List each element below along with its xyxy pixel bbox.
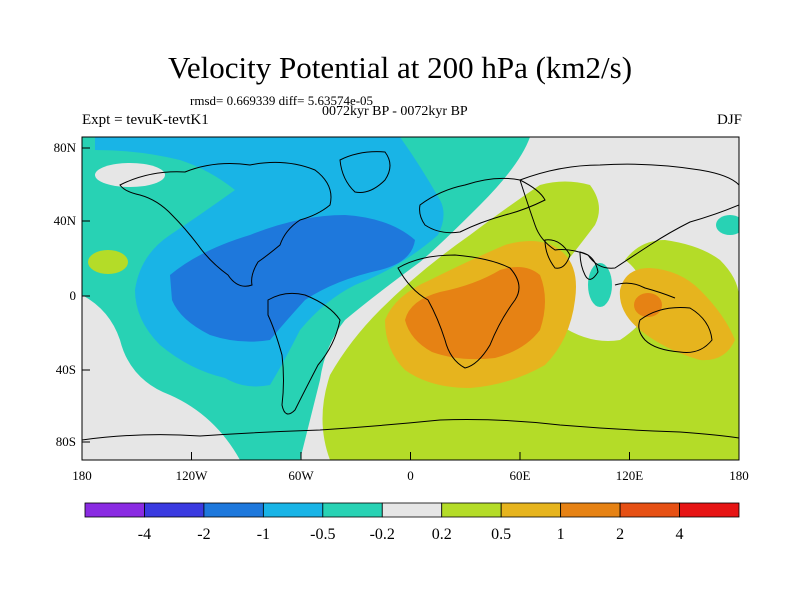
colorbar-swatch [619, 502, 680, 518]
experiment-label: Expt = tevuK-tevtK1 [82, 112, 209, 128]
colorbar-swatch [322, 502, 383, 518]
season-label: DJF [716, 112, 742, 128]
colorbar-label: 2 [616, 526, 624, 543]
period-subtitle: 0072kyr BP - 0072kyr BP [322, 104, 468, 119]
colorbar-label: 1 [557, 526, 565, 543]
stats-label: rmsd= 0.669339 diff= 5.63574e-05 [190, 93, 374, 108]
y-tick-label: 0 [70, 288, 77, 303]
x-tick-label: 60E [510, 468, 531, 483]
tick-marks [81, 147, 740, 460]
y-tick-label: 40N [54, 213, 77, 228]
colorbar-swatch [679, 502, 740, 518]
colorbar-swatch [381, 502, 443, 518]
colorbar-swatch [500, 502, 562, 518]
contour-patch-east [716, 215, 739, 235]
x-tick-label: 60W [288, 468, 314, 483]
contour-pos-0-5-aus [619, 268, 735, 361]
contour-pos-1-aus [634, 293, 662, 317]
x-tick-label: 0 [407, 468, 414, 483]
x-tick-label: 180 [72, 468, 92, 483]
colorbar-swatch [560, 502, 621, 518]
colorbar-swatch [441, 502, 502, 518]
colorbar-swatch [84, 502, 145, 518]
x-tick-label: 180 [729, 468, 749, 483]
colorbar-label: 0.2 [432, 526, 452, 543]
colorbar [84, 502, 740, 518]
colorbar-label: -0.5 [310, 526, 335, 543]
contour-patch-west-pacific [88, 250, 128, 274]
colorbar-label: -1 [257, 526, 270, 543]
colorbar-swatch [144, 502, 205, 518]
colorbar-label: -2 [197, 526, 210, 543]
y-tick-label: 80S [56, 434, 76, 449]
contour-patch-indian [588, 263, 612, 307]
coastlines [82, 151, 739, 441]
y-tick-label: 80N [54, 140, 77, 155]
y-tick-label: 40S [56, 362, 76, 377]
contour-neg-1 [170, 215, 415, 342]
colorbar-label: 0.5 [491, 526, 511, 543]
x-tick-label: 120E [616, 468, 644, 483]
colorbar-label: 4 [676, 526, 684, 543]
colorbar-swatch [203, 502, 264, 518]
map-title: Velocity Potential at 200 hPa (km2/s) [167, 50, 633, 85]
colorbar-labels: -4 -2 -1 -0.5 -0.2 0.2 0.5 1 2 4 [138, 526, 684, 543]
x-tick-label: 120W [176, 468, 209, 483]
colorbar-label: -4 [138, 526, 151, 543]
colorbar-swatch [262, 502, 324, 518]
contour-pos-1 [405, 266, 545, 360]
contour-patch-arctic [95, 163, 165, 187]
colorbar-label: -0.2 [370, 526, 395, 543]
